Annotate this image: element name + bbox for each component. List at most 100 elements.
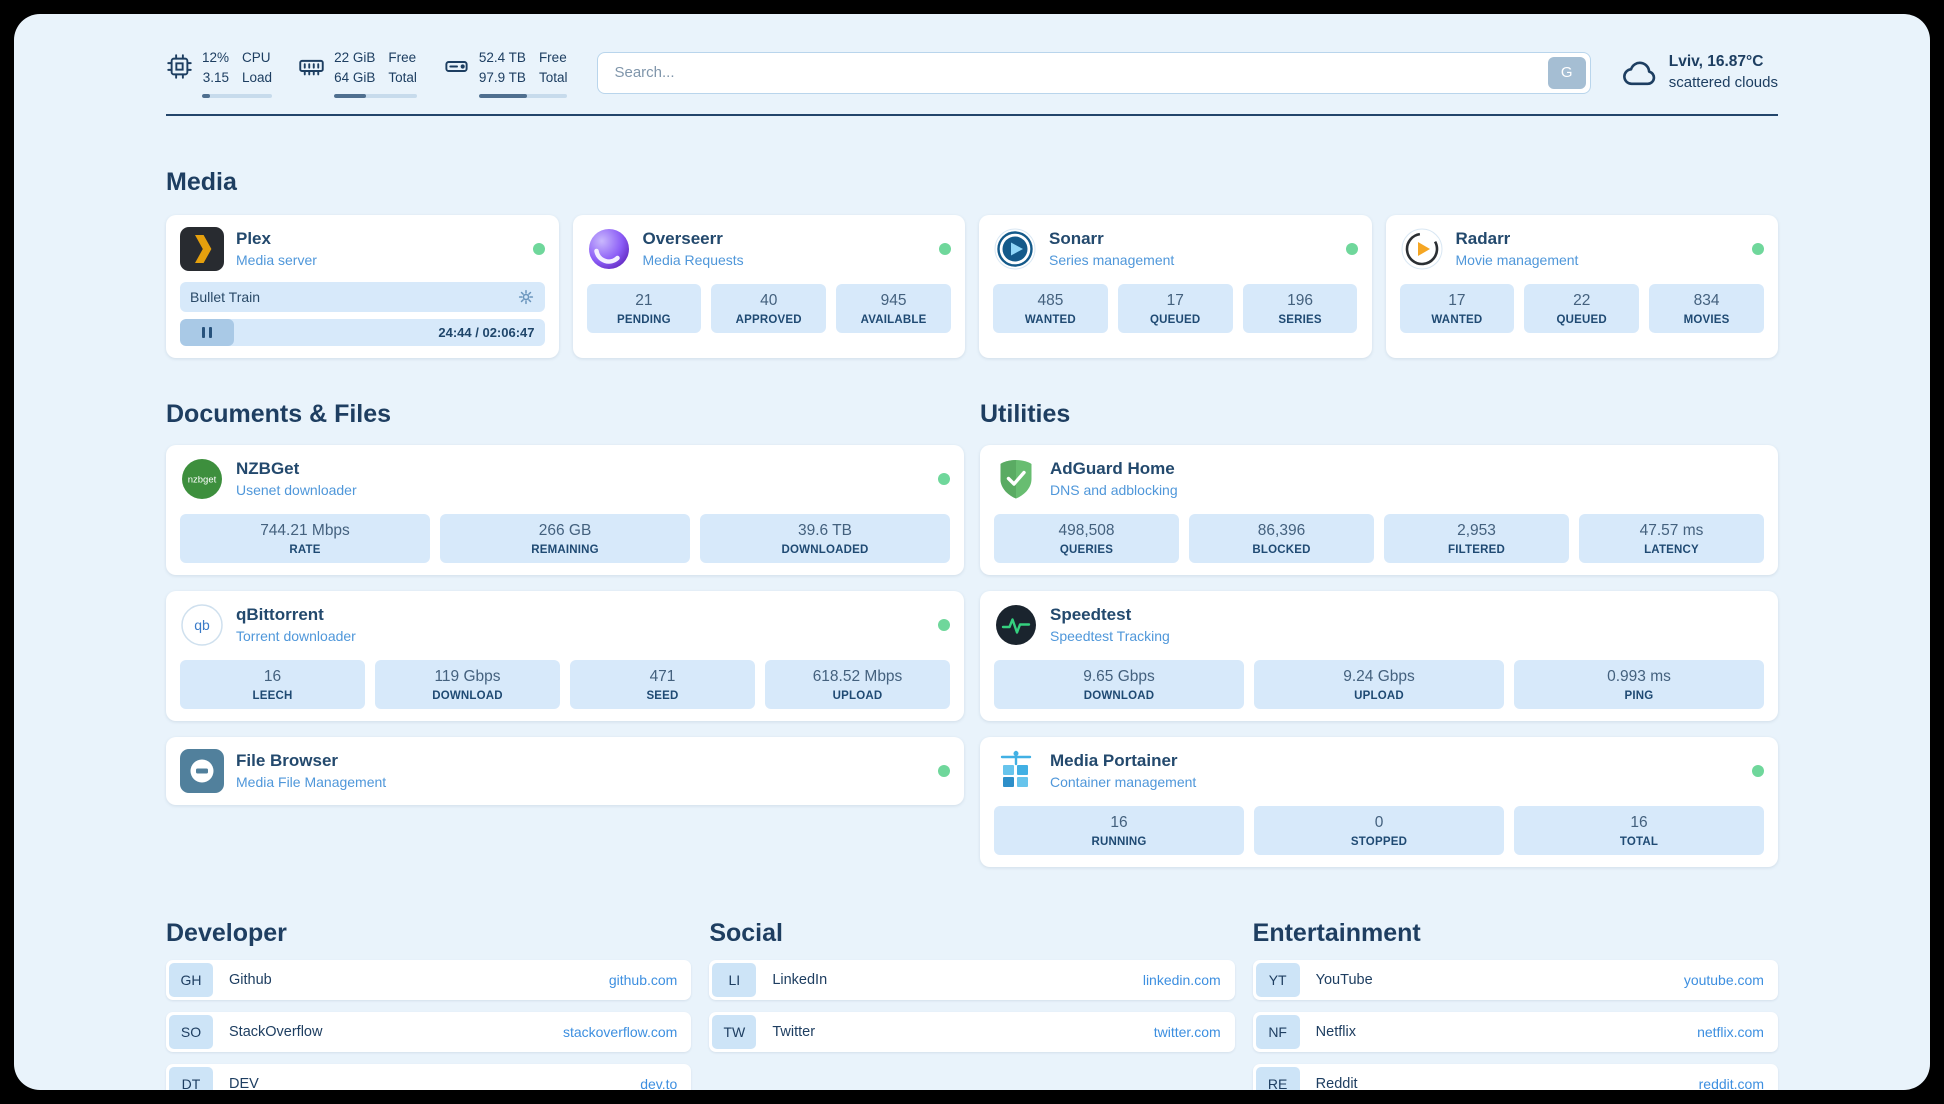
weather-widget: Lviv, 16.87°C scattered clouds <box>1621 52 1778 93</box>
portainer-status-dot <box>1752 764 1764 777</box>
utilities-section-title: Utilities <box>980 399 1071 428</box>
plex-track-title: Bullet Train <box>190 288 261 305</box>
bookmark-abbr: LI <box>712 962 757 997</box>
stat-download: 9.65 Gbps DOWNLOAD <box>994 659 1244 709</box>
search-input[interactable] <box>597 51 1591 94</box>
bookmark-abbr: DT <box>169 1066 213 1090</box>
cpu-label-1: CPU <box>242 50 271 65</box>
bookmark-youtube[interactable]: YT YouTube youtube.com <box>1252 959 1778 1000</box>
bookmark-name: StackOverflow <box>229 1023 323 1040</box>
qbittorrent-card: qb qBittorrent Torrent downloader 16 LEE… <box>166 590 964 721</box>
top-bar: 12% 3.15 CPU Load <box>166 48 1778 98</box>
bookmarks-area: Developer GH Github github.com SO StackO… <box>166 919 1778 1091</box>
portainer-link[interactable]: Media Portainer Container management <box>994 749 1764 793</box>
pause-button[interactable] <box>180 318 234 346</box>
ram-label-1: Free <box>388 50 417 65</box>
section-documents: Documents & Files nzbget NZBGet Usenet d… <box>166 400 964 805</box>
bookmark-stackoverflow[interactable]: SO StackOverflow stackoverflow.com <box>166 1011 692 1052</box>
speedtest-link[interactable]: Speedtest Speedtest Tracking <box>994 603 1764 647</box>
cpu-widget: 12% 3.15 CPU Load <box>166 48 273 98</box>
bookmark-reddit[interactable]: RE Reddit reddit.com <box>1252 1063 1778 1091</box>
dashboard-panel: 12% 3.15 CPU Load <box>14 14 1930 1090</box>
stat-latency: 47.57 ms LATENCY <box>1579 513 1764 563</box>
stat-total: 16 TOTAL <box>1514 805 1764 855</box>
radarr-icon <box>1400 227 1444 271</box>
ram-total-value: 64 GiB <box>334 70 376 86</box>
qbittorrent-link[interactable]: qb qBittorrent Torrent downloader <box>180 603 950 647</box>
filebrowser-name: File Browser <box>236 751 339 770</box>
adguard-link[interactable]: AdGuard Home DNS and adblocking <box>994 457 1764 501</box>
qbittorrent-name: qBittorrent <box>236 605 324 624</box>
disk-label-2: Total <box>538 70 568 86</box>
plex-now-playing: Bullet Train <box>180 281 545 312</box>
filebrowser-icon <box>180 748 224 793</box>
qbittorrent-icon: qb <box>180 603 224 647</box>
overseerr-icon <box>587 227 631 271</box>
plex-card: Plex Media server Bullet Train 24: <box>166 214 559 358</box>
overseerr-link[interactable]: Overseerr Media Requests <box>587 227 951 271</box>
bookmark-name: DEV <box>229 1075 259 1091</box>
disk-free-value: 52.4 TB <box>478 50 526 65</box>
nzbget-status-dot <box>938 472 950 485</box>
sonarr-status-dot <box>1345 242 1358 255</box>
disk-total-value: 97.9 TB <box>478 70 526 86</box>
filebrowser-link[interactable]: File Browser Media File Management <box>180 748 950 793</box>
plex-link[interactable]: Plex Media server <box>180 226 545 271</box>
cpu-label-2: Load <box>242 70 273 86</box>
bookmark-abbr: RE <box>1255 1066 1300 1090</box>
portainer-card: Media Portainer Container management 16 … <box>980 736 1778 867</box>
bookmark-name: Reddit <box>1315 1075 1358 1091</box>
gear-icon[interactable] <box>517 288 535 306</box>
stat-movies: 834 MOVIES <box>1649 283 1764 333</box>
speedtest-icon <box>994 603 1038 647</box>
bookmark-url: stackoverflow.com <box>562 1023 678 1040</box>
portainer-name: Media Portainer <box>1050 751 1178 770</box>
cpu-icon <box>166 53 193 80</box>
bookmark-netflix[interactable]: NF Netflix netflix.com <box>1252 1011 1778 1052</box>
plex-playback-time: 24:44 / 02:06:47 <box>438 324 535 340</box>
bookmark-name: Twitter <box>772 1023 816 1040</box>
bookmark-abbr: NF <box>1255 1014 1300 1049</box>
qbittorrent-subtitle: Torrent downloader <box>236 628 356 644</box>
portainer-icon <box>994 749 1038 793</box>
radarr-status-dot <box>1752 242 1764 255</box>
stat-filtered: 2,953 FILTERED <box>1384 513 1569 563</box>
radarr-subtitle: Movie management <box>1455 252 1579 268</box>
sonarr-link[interactable]: Sonarr Series management <box>993 227 1358 271</box>
bookmark-url: twitter.com <box>1153 1023 1221 1040</box>
bookmark-dev[interactable]: DT DEV dev.to <box>166 1063 692 1091</box>
stat-stopped: 0 STOPPED <box>1254 805 1504 855</box>
portainer-subtitle: Container management <box>1050 774 1197 790</box>
svg-text:qb: qb <box>194 617 210 633</box>
bookmark-url: netflix.com <box>1697 1023 1764 1040</box>
radarr-link[interactable]: Radarr Movie management <box>1400 227 1764 271</box>
pause-icon <box>202 326 205 338</box>
filebrowser-subtitle: Media File Management <box>236 774 387 790</box>
speedtest-stats: 9.65 Gbps DOWNLOAD 9.24 Gbps UPLOAD 0.99… <box>994 659 1764 709</box>
dashboard-content: 12% 3.15 CPU Load <box>166 14 1778 1090</box>
search-provider-button[interactable]: G <box>1547 56 1586 89</box>
bookmark-github[interactable]: GH Github github.com <box>166 959 692 1000</box>
nzbget-link[interactable]: nzbget NZBGet Usenet downloader <box>180 457 950 501</box>
stat-available: 945 AVAILABLE <box>836 283 951 333</box>
sonarr-stats: 485 WANTED 17 QUEUED 196 SERIES <box>993 283 1358 333</box>
weather-condition: scattered clouds <box>1668 74 1778 92</box>
sonarr-icon <box>993 227 1037 271</box>
speedtest-name: Speedtest <box>1050 605 1132 624</box>
overseerr-subtitle: Media Requests <box>642 252 744 268</box>
stat-wanted: 17 WANTED <box>1399 283 1515 333</box>
stat-leech: 16 LEECH <box>180 659 365 709</box>
resource-widgets: 12% 3.15 CPU Load <box>166 48 568 98</box>
disk-icon <box>443 53 470 80</box>
plex-name: Plex <box>236 229 271 248</box>
nzbget-card: nzbget NZBGet Usenet downloader 744.21 M… <box>166 444 964 575</box>
cpu-progress-track <box>202 93 273 98</box>
bookmark-linkedin[interactable]: LI LinkedIn linkedin.com <box>709 959 1235 1000</box>
disk-widget: 52.4 TB 97.9 TB Free Total <box>443 48 568 98</box>
bookmarks-entertainment: Entertainment YT YouTube youtube.com NF … <box>1252 919 1778 1091</box>
bookmark-twitter[interactable]: TW Twitter twitter.com <box>709 1011 1235 1052</box>
adguard-stats: 498,508 QUERIES 86,396 BLOCKED 2,953 FIL… <box>994 513 1764 563</box>
bookmark-name: LinkedIn <box>772 971 828 988</box>
overseerr-name: Overseerr <box>642 229 723 248</box>
bookmark-url: linkedin.com <box>1142 971 1221 988</box>
